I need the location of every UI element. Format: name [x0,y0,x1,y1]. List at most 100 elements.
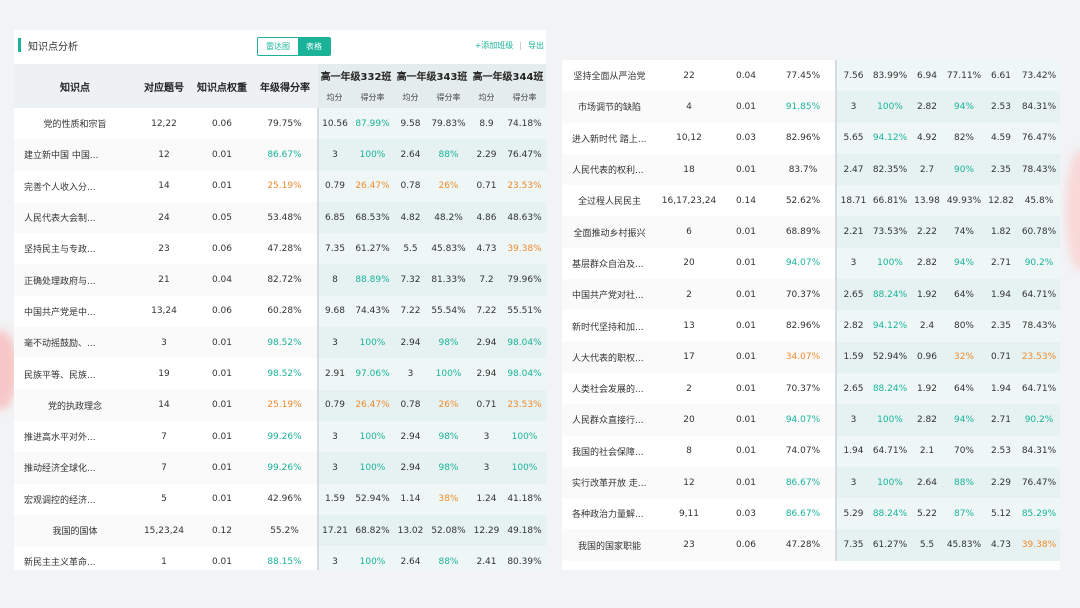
knowledge-point-cell: 坚持民主与专政... [24,245,96,256]
class-avg-cell: 3 [317,139,351,171]
knowledge-point-cell: 坚持全面从严治党 [573,72,646,83]
class-avg-cell: 2.21 [835,216,870,248]
knowledge-point-cell: 人民代表的权利... [562,153,657,186]
class-rate-cell: 49.93% [944,185,984,217]
class-rate-cell: 61.27% [351,233,394,265]
class-rate-cell: 100% [870,404,910,436]
class-avg-cell: 2.71 [984,247,1018,280]
class-avg-cell: 2.94 [394,420,427,453]
grade-rate-cell: 88.15% [267,556,302,567]
class-avg-cell: 2.82 [910,404,944,436]
grade-rate-cell: 42.96% [267,494,302,505]
class-rate-cell: 45.83% [427,233,470,265]
class-rate-cell: 55.54% [427,295,470,328]
knowledge-point-cell: 党的性质和宗旨 [43,120,107,131]
table-tab[interactable]: 表格 [298,38,330,55]
table-row: 进入新时代 踏上... 10,12 0.03 82.96% 5.65 94.12% 4.92… [562,122,1060,154]
weight-cell: 0.06 [721,529,771,561]
class-avg-cell: 2.29 [470,139,503,171]
knowledge-point-cell: 进入新时代 踏上... [572,134,647,145]
class-rate-cell: 88.89% [351,264,394,296]
table-row: 党的执政理念 14 0.01 25.19% 0.79 26.47% 0.78 26% 0.71 2… [14,389,546,421]
weight-cell: 0.01 [735,321,757,332]
class-rate-cell: 90.2% [1018,247,1060,280]
knowledge-point-cell: 建立新中国 中国... [14,139,136,171]
weight-cell: 0.01 [192,327,252,359]
class-avg-cell: 17.21 [317,514,351,547]
class-avg-cell: 3 [835,404,870,436]
class-avg-cell: 0.78 [394,389,427,421]
knowledge-analysis-panel-left: 知识点分析 雷达图 表格 +添加班级 | 导出 知识点 对应题号 知识点权重 年级得… [14,30,546,570]
weight-cell: 0.01 [735,258,757,269]
class-avg-cell: 2.82 [910,247,944,280]
table-row: 推动经济全球化... 7 0.01 99.26% 3 100% 2.94 98% 3 100% [14,452,546,484]
class-avg-cell: 3 [470,452,503,484]
grade-rate-cell: 25.19% [267,181,302,192]
question-no-cell: 13 [683,321,695,332]
question-no-cell: 10,12 [676,133,702,144]
question-no-cell: 7 [161,431,167,442]
table-row: 各种政治力量解... 9,11 0.03 86.67% 5.29 88.24% 5.22 87… [562,498,1060,530]
question-no-cell: 8 [686,446,692,457]
sub-avg: 均分 [394,87,427,108]
class-rate-cell: 52.94% [351,483,394,515]
weight-cell: 0.01 [192,452,252,484]
grade-rate-cell: 82.96% [785,321,821,332]
class-rate-cell: 45.8% [1018,185,1060,217]
class-rate-cell: 100% [870,247,910,280]
class-rate-cell: 76.47% [503,139,546,171]
grade-rate-cell: 99.26% [267,431,302,442]
weight-cell: 0.03 [735,508,757,519]
knowledge-point-cell: 人类社会发展的... [572,385,644,396]
table-row: 我国的国体 15,23,24 0.12 55.2% 17.21 68.82% 13.02 52… [14,514,546,547]
knowledge-point-cell: 基层群众自治及... [572,259,644,270]
table-row: 新民主主义革命... 1 0.01 88.15% 3 100% 2.64 88% 2.41 80.… [14,546,546,570]
class-avg-cell: 4.73 [984,529,1018,561]
grade-rate-cell: 53.48% [252,201,318,234]
class-rate-cell: 26.47% [351,389,394,421]
knowledge-point-cell: 完善个人收入分... [24,182,96,193]
question-no-cell: 17 [657,341,721,373]
knowledge-point-cell: 新时代坚持和加... [572,322,644,333]
weight-cell: 0.04 [735,70,757,81]
grade-rate-cell: 25.19% [252,389,318,421]
col-weight: 知识点权重 [192,64,252,108]
question-no-cell: 12 [136,139,192,171]
class-avg-cell: 1.94 [835,435,870,467]
knowledge-point-cell: 人民代表大会制... [14,201,136,234]
class-rate-cell: 60.78% [1018,216,1060,248]
radar-chart-tab[interactable]: 雷达图 [258,38,298,55]
knowledge-point-cell: 推进高水平对外... [24,433,96,444]
class-rate-cell: 90.2% [1018,404,1060,436]
class-avg-cell: 3 [835,91,870,123]
question-no-cell: 22 [683,70,695,81]
table-row: 市场调节的缺陷 4 0.01 91.85% 3 100% 2.82 94% 2.53 84.31% [562,91,1060,123]
class-avg-cell: 1.92 [910,279,944,311]
class-avg-cell: 7.2 [470,264,503,296]
class-avg-cell: 13.02 [394,514,427,547]
grade-rate-cell: 86.67% [252,139,318,171]
class-rate-cell: 39.38% [1018,529,1060,561]
question-no-cell: 20 [683,258,695,269]
knowledge-point-cell: 党的执政理念 [14,389,136,421]
grade-rate-cell: 79.75% [267,118,302,129]
weight-cell: 0.04 [192,264,252,296]
class-rate-cell: 100% [351,327,394,359]
knowledge-point-cell: 我国的国家职能 [562,529,657,561]
class-avg-cell: 2.64 [394,139,427,171]
export-link[interactable]: 导出 [528,41,544,50]
class-avg-cell: 12.82 [984,185,1018,217]
panel-header: 知识点分析 雷达图 表格 +添加班级 | 导出 [14,30,546,64]
class-rate-cell: 98% [427,452,470,484]
class-avg-cell: 2.1 [910,435,944,467]
add-class-link[interactable]: +添加班级 [474,41,514,50]
class-avg-cell: 2.71 [984,404,1018,436]
table-row: 建立新中国 中国... 12 0.01 86.67% 3 100% 2.64 88% 2.29 7… [14,139,546,171]
knowledge-point-cell: 人大代表的职权... [562,341,657,373]
question-no-cell: 5 [161,494,167,505]
weight-cell: 0.05 [192,201,252,234]
class-rate-cell: 61.27% [870,529,910,561]
class-avg-cell: 2.94 [470,358,503,390]
class-avg-cell: 6.61 [984,60,1018,92]
weight-cell: 0.01 [721,153,771,186]
